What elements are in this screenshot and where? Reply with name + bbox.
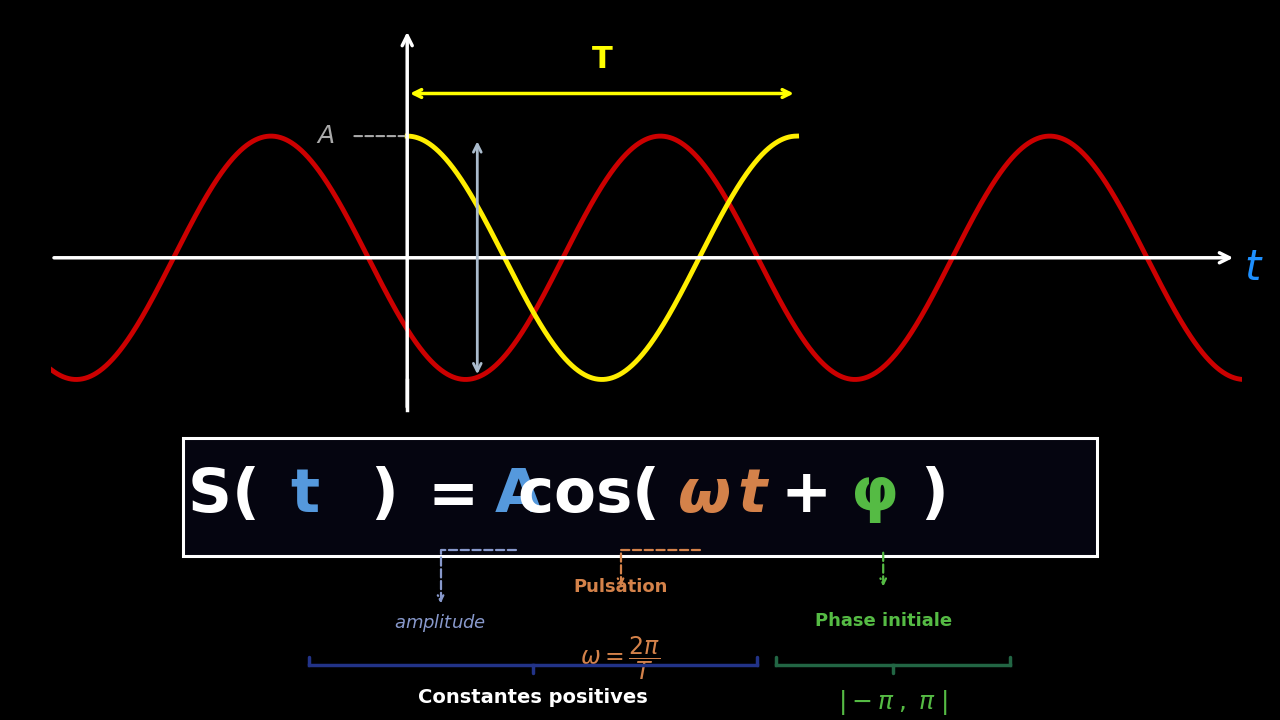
Text: T: T [591,45,612,74]
Text: $\mathbf{A}$: $\mathbf{A}$ [494,466,543,525]
Text: $\mathbf{)}$: $\mathbf{)}$ [370,466,394,525]
Text: $\mathbf{t}$: $\mathbf{t}$ [289,466,319,525]
Text: $\mathbf{+}$: $\mathbf{+}$ [780,466,827,525]
Text: $\mathit{t}$: $\mathit{t}$ [1244,246,1263,289]
Text: $\omega = \dfrac{2\pi}{T}$: $\omega = \dfrac{2\pi}{T}$ [580,634,660,682]
Text: $\mathit{amplitude}$: $\mathit{amplitude}$ [394,612,486,634]
Text: A: A [317,124,335,148]
Text: Constantes positives: Constantes positives [419,688,648,706]
Text: $\boldsymbol{\omega}$: $\boldsymbol{\omega}$ [677,466,730,525]
Text: Phase initiale: Phase initiale [814,612,952,630]
Text: $\mathbf{)}$: $\mathbf{)}$ [919,466,945,525]
Text: Pulsation: Pulsation [573,578,668,596]
Text: $\boldsymbol{\varphi}$: $\boldsymbol{\varphi}$ [850,466,897,525]
Text: $\mathbf{cos(}$: $\mathbf{cos(}$ [517,466,657,525]
FancyBboxPatch shape [183,438,1097,556]
Text: $\mathbf{S(}$: $\mathbf{S(}$ [187,466,256,525]
Text: $|-\pi\;,\;\pi\;|$: $|-\pi\;,\;\pi\;|$ [838,688,947,716]
Text: $\mathbf{=}$: $\mathbf{=}$ [416,466,475,525]
Text: $\boldsymbol{t}$: $\boldsymbol{t}$ [737,466,771,525]
